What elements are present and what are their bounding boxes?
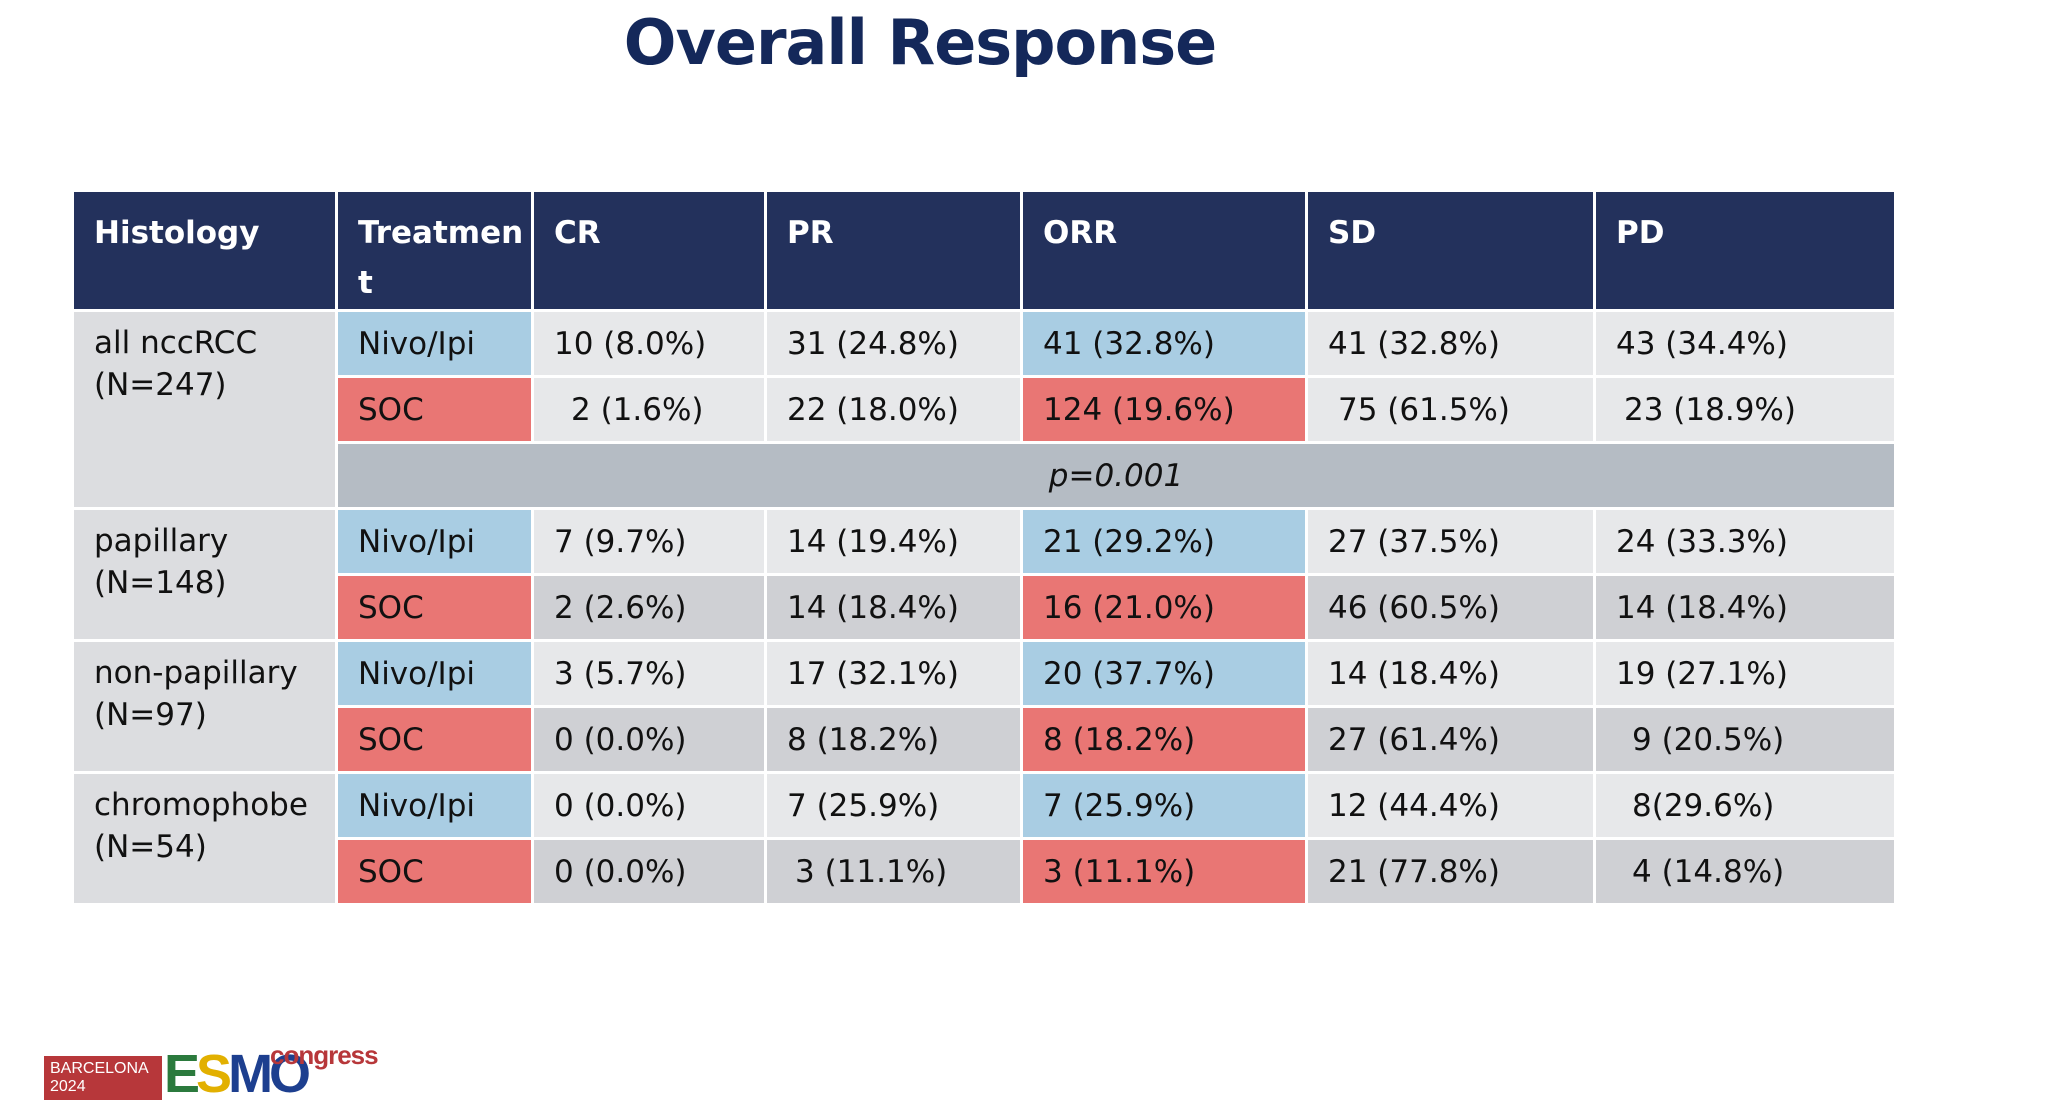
orr-cell: 124 (19.6%) bbox=[1020, 375, 1308, 444]
pr-cell: 22 (18.0%) bbox=[764, 375, 1023, 444]
pr-cell: 17 (32.1%) bbox=[764, 639, 1023, 708]
histology-n: (N=148) bbox=[94, 565, 227, 601]
treatment-cell: SOC bbox=[335, 705, 534, 774]
pd-cell: 43 (34.4%) bbox=[1593, 309, 1897, 378]
histology-label: non-papillary bbox=[94, 655, 298, 691]
pd-cell: 4 (14.8%) bbox=[1593, 837, 1897, 906]
esmo-letter-m: M bbox=[228, 1044, 273, 1104]
pd-cell: 19 (27.1%) bbox=[1593, 639, 1897, 708]
sd-cell: 14 (18.4%) bbox=[1305, 639, 1596, 708]
pr-cell: 3 (11.1%) bbox=[764, 837, 1023, 906]
table-row: SOC 0 (0.0%) 8 (18.2%) 8 (18.2%) 27 (61.… bbox=[73, 705, 1897, 774]
pd-cell: 24 (33.3%) bbox=[1593, 507, 1897, 576]
orr-cell: 8 (18.2%) bbox=[1020, 705, 1308, 774]
histology-label: chromophobe bbox=[94, 787, 308, 823]
header-sd: SD bbox=[1305, 189, 1596, 312]
header-orr: ORR bbox=[1020, 189, 1308, 312]
cr-cell: 10 (8.0%) bbox=[531, 309, 767, 378]
header-histology: Histology bbox=[71, 189, 338, 312]
table-row: SOC 2 (1.6%) 22 (18.0%) 124 (19.6%) 75 (… bbox=[73, 375, 1897, 444]
sd-cell: 27 (61.4%) bbox=[1305, 705, 1596, 774]
histology-cell: non-papillary (N=97) bbox=[71, 639, 338, 774]
esmo-letter-o: O bbox=[269, 1044, 311, 1104]
esmo-congress-logo: BARCELONA 2024 ESMO congress bbox=[44, 1040, 379, 1104]
treatment-cell: SOC bbox=[335, 375, 534, 444]
orr-cell: 41 (32.8%) bbox=[1020, 309, 1308, 378]
histology-n: (N=247) bbox=[94, 367, 227, 403]
table-row: papillary (N=148) Nivo/Ipi 7 (9.7%) 14 (… bbox=[71, 507, 1897, 642]
page-title: Overall Response bbox=[623, 6, 1217, 79]
pd-cell: 8(29.6%) bbox=[1593, 771, 1897, 840]
header-pd: PD bbox=[1593, 189, 1897, 312]
header-row: Histology Treatment CR PR ORR SD PD bbox=[71, 189, 1897, 312]
histology-cell: chromophobe (N=54) bbox=[71, 771, 338, 906]
cr-cell: 0 (0.0%) bbox=[531, 771, 767, 840]
pr-cell: 7 (25.9%) bbox=[764, 771, 1023, 840]
orr-cell: 20 (37.7%) bbox=[1020, 639, 1308, 708]
sd-cell: 21 (77.8%) bbox=[1305, 837, 1596, 906]
histology-n: (N=54) bbox=[94, 829, 207, 865]
esmo-letter-e: E bbox=[164, 1044, 200, 1104]
table-row: non-papillary (N=97) Nivo/Ipi 3 (5.7%) 1… bbox=[71, 639, 1897, 774]
orr-cell: 7 (25.9%) bbox=[1020, 771, 1308, 840]
sd-cell: 46 (60.5%) bbox=[1305, 573, 1596, 642]
sd-cell: 41 (32.8%) bbox=[1305, 309, 1596, 378]
table-row: SOC 2 (2.6%) 14 (18.4%) 16 (21.0%) 46 (6… bbox=[73, 573, 1897, 642]
treatment-cell: Nivo/Ipi bbox=[335, 507, 534, 576]
cr-cell: 2 (2.6%) bbox=[531, 573, 767, 642]
header-cr: CR bbox=[531, 189, 767, 312]
histology-cell: all nccRCC (N=247) bbox=[71, 309, 338, 510]
treatment-cell: SOC bbox=[335, 573, 534, 642]
esmo-letter-s: S bbox=[196, 1044, 232, 1104]
badge-city: BARCELONA bbox=[50, 1060, 149, 1077]
table-row: SOC 0 (0.0%) 3 (11.1%) 3 (11.1%) 21 (77.… bbox=[73, 837, 1897, 906]
pr-cell: 14 (19.4%) bbox=[764, 507, 1023, 576]
cr-cell: 3 (5.7%) bbox=[531, 639, 767, 708]
treatment-cell: Nivo/Ipi bbox=[335, 771, 534, 840]
treatment-cell: Nivo/Ipi bbox=[335, 309, 534, 378]
pr-cell: 8 (18.2%) bbox=[764, 705, 1023, 774]
overall-response-table: Histology Treatment CR PR ORR SD PD all … bbox=[71, 189, 1897, 906]
table-row: chromophobe (N=54) Nivo/Ipi 0 (0.0%) 7 (… bbox=[71, 771, 1897, 906]
sd-cell: 75 (61.5%) bbox=[1305, 375, 1596, 444]
treatment-cell: Nivo/Ipi bbox=[335, 639, 534, 708]
pr-cell: 14 (18.4%) bbox=[764, 573, 1023, 642]
cr-cell: 0 (0.0%) bbox=[531, 837, 767, 906]
barcelona-badge: BARCELONA 2024 bbox=[44, 1056, 162, 1100]
orr-cell: 21 (29.2%) bbox=[1020, 507, 1308, 576]
p-value: p=0.001 bbox=[335, 441, 1897, 510]
cr-cell: 0 (0.0%) bbox=[531, 705, 767, 774]
table-row: all nccRCC (N=247) Nivo/Ipi 10 (8.0%) 31… bbox=[71, 309, 1897, 510]
orr-cell: 16 (21.0%) bbox=[1020, 573, 1308, 642]
sd-cell: 12 (44.4%) bbox=[1305, 771, 1596, 840]
sd-cell: 27 (37.5%) bbox=[1305, 507, 1596, 576]
p-value-row: p=0.001 bbox=[73, 441, 1897, 510]
histology-cell: papillary (N=148) bbox=[71, 507, 338, 642]
treatment-cell: SOC bbox=[335, 837, 534, 906]
pd-cell: 14 (18.4%) bbox=[1593, 573, 1897, 642]
esmo-wordmark: ESMO bbox=[164, 1044, 311, 1104]
histology-label: all nccRCC bbox=[94, 325, 258, 361]
pd-cell: 23 (18.9%) bbox=[1593, 375, 1897, 444]
badge-year: 2024 bbox=[50, 1078, 86, 1095]
cr-cell: 7 (9.7%) bbox=[531, 507, 767, 576]
histology-n: (N=97) bbox=[94, 697, 207, 733]
cr-cell: 2 (1.6%) bbox=[531, 375, 767, 444]
congress-label: congress bbox=[270, 1040, 379, 1070]
header-pr: PR bbox=[764, 189, 1023, 312]
orr-cell: 3 (11.1%) bbox=[1020, 837, 1308, 906]
pd-cell: 9 (20.5%) bbox=[1593, 705, 1897, 774]
header-treatment: Treatment bbox=[335, 189, 534, 312]
histology-label: papillary bbox=[94, 523, 229, 559]
pr-cell: 31 (24.8%) bbox=[764, 309, 1023, 378]
